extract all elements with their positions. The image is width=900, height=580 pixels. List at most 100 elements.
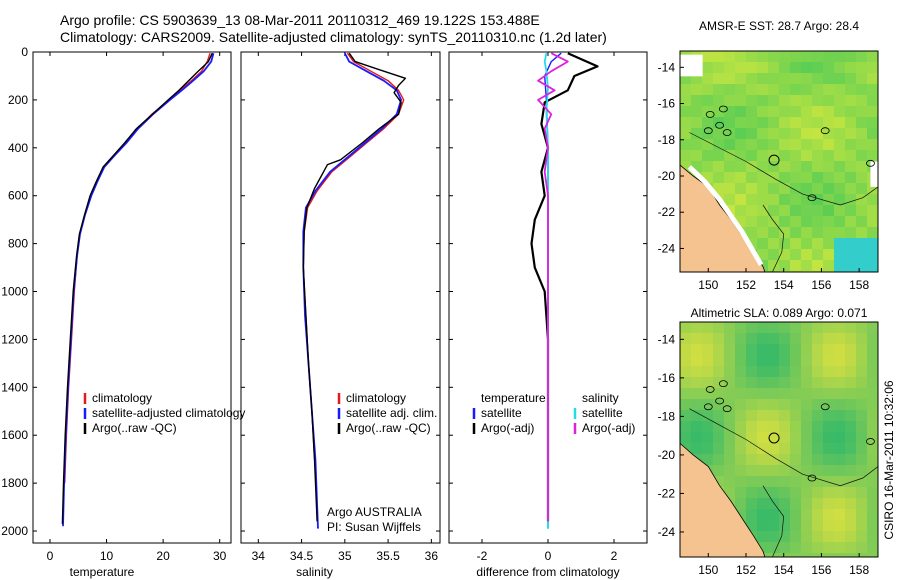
sla_map-cell	[790, 443, 802, 455]
sla_map-cell	[856, 465, 868, 477]
figure-title-line1: Argo profile: CS 5903639_13 08-Mar-2011 …	[60, 12, 540, 28]
sst_map-cell	[735, 128, 747, 140]
sla_map-cell	[757, 443, 769, 455]
sla_map-cell	[812, 454, 824, 466]
sla_map-cell	[680, 421, 692, 433]
sla_map-cell	[724, 476, 736, 488]
sst_map-cell	[801, 249, 813, 261]
sla_map-cell	[834, 377, 846, 389]
sst_map: AMSR-E SST: 28.7 Argo: 28.4 150 152 154 156 1…	[658, 19, 879, 292]
sla_map-cell	[867, 377, 878, 389]
temperature-ytick-label: 2000	[1, 524, 28, 538]
sla_map-cell	[790, 476, 802, 488]
sla_map-cell	[790, 388, 802, 400]
sla_map-cell	[790, 498, 802, 510]
sla_map-cell	[691, 377, 703, 389]
sst_map-cell	[702, 84, 714, 96]
sla_map-cell	[856, 322, 868, 334]
sla_map-cell	[834, 531, 846, 543]
sla_map-cell	[856, 388, 868, 400]
sst_map-cell	[713, 73, 725, 85]
sst_map-cell	[768, 84, 780, 96]
sst_map-cell	[801, 51, 813, 63]
sla_map-ytick-label: -14	[658, 332, 676, 346]
sla_map-cell	[691, 355, 703, 367]
sst_map-cell	[845, 260, 857, 272]
sla_map-cell	[735, 355, 747, 367]
sla_map-cell	[702, 322, 714, 334]
sla_map-cell	[757, 520, 769, 532]
sla_map-cell	[823, 377, 835, 389]
sla_map-cell	[757, 366, 769, 378]
sla_map-cell	[702, 366, 714, 378]
sla_map-cell	[680, 432, 692, 444]
sla_map-cell	[779, 366, 791, 378]
sst_map-cell	[834, 106, 846, 118]
temperature-ytick-label: 1400	[1, 380, 28, 394]
sla_map-cell	[768, 509, 780, 521]
sst_map-cell	[724, 84, 736, 96]
sla_map-cell	[779, 487, 791, 499]
sst_map-cell	[779, 106, 791, 118]
sst_map-cell	[845, 216, 857, 228]
sst_map-cell	[823, 51, 835, 63]
sst_map-cell	[867, 95, 878, 107]
sla_map-cell	[735, 465, 747, 477]
sst_map-cell	[790, 249, 802, 261]
sla_map-cell	[823, 333, 835, 345]
sst_map-cell	[823, 161, 835, 173]
sla_map-cell	[856, 377, 868, 389]
temperature-frame	[32, 51, 232, 544]
sla_map-cell	[735, 344, 747, 356]
sst_map-cell	[801, 227, 813, 239]
sla_map-cell	[790, 509, 802, 521]
sla_map-cell	[724, 377, 736, 389]
sst_map-cell	[779, 194, 791, 206]
sst_map-cell	[779, 249, 791, 261]
sst_map-xtick-label: 158	[849, 278, 869, 292]
sla_map-cell	[735, 388, 747, 400]
sla_map-cell	[768, 487, 780, 499]
sst_map-cell	[735, 62, 747, 74]
sst_map-cell	[779, 216, 791, 228]
sst_map-cell	[812, 172, 824, 184]
sst_map-cell	[801, 73, 813, 85]
sst_map-cell	[823, 216, 835, 228]
sst_map-cell	[757, 194, 769, 206]
sla_map-cell	[724, 432, 736, 444]
sla_map-cell	[812, 366, 824, 378]
sla_map-cell	[779, 520, 791, 532]
sst_map-cell	[834, 216, 846, 228]
sla_map-cell	[790, 344, 802, 356]
sst_map-cell	[801, 216, 813, 228]
sla_map-cell	[702, 355, 714, 367]
sst_map-cell	[790, 128, 802, 140]
sla_map-cell	[779, 388, 791, 400]
sst_map-cell	[812, 150, 824, 162]
sst_map-cell	[834, 117, 846, 129]
sla_map-cell	[867, 487, 878, 499]
sla_map-cell	[713, 443, 725, 455]
sst_map-cell	[691, 73, 703, 85]
sla_map-cell	[823, 344, 835, 356]
sla_map-cell	[713, 432, 725, 444]
sst_map-cell	[779, 172, 791, 184]
sla_map-cell	[779, 465, 791, 477]
sla_map-cell	[867, 388, 878, 400]
temperature-ytick-label: 200	[8, 93, 28, 107]
sst_map-cell	[856, 150, 868, 162]
sst_map-cell	[735, 84, 747, 96]
sla_map-cell	[845, 333, 857, 345]
sla_map-ytick-label: -16	[658, 371, 676, 385]
sla_map-cell	[823, 465, 835, 477]
sla_map-cell	[823, 542, 835, 554]
sst_map-cell	[768, 51, 780, 63]
sla_map-cell	[702, 344, 714, 356]
sst_map-cell	[746, 106, 758, 118]
sst_map-cell	[834, 150, 846, 162]
sla_map-cell	[845, 322, 857, 334]
sla_map-cell	[845, 399, 857, 411]
sst_map-cell	[768, 139, 780, 151]
credit-text: CSIRO 16-Mar-2011 10:32:06	[882, 380, 896, 540]
